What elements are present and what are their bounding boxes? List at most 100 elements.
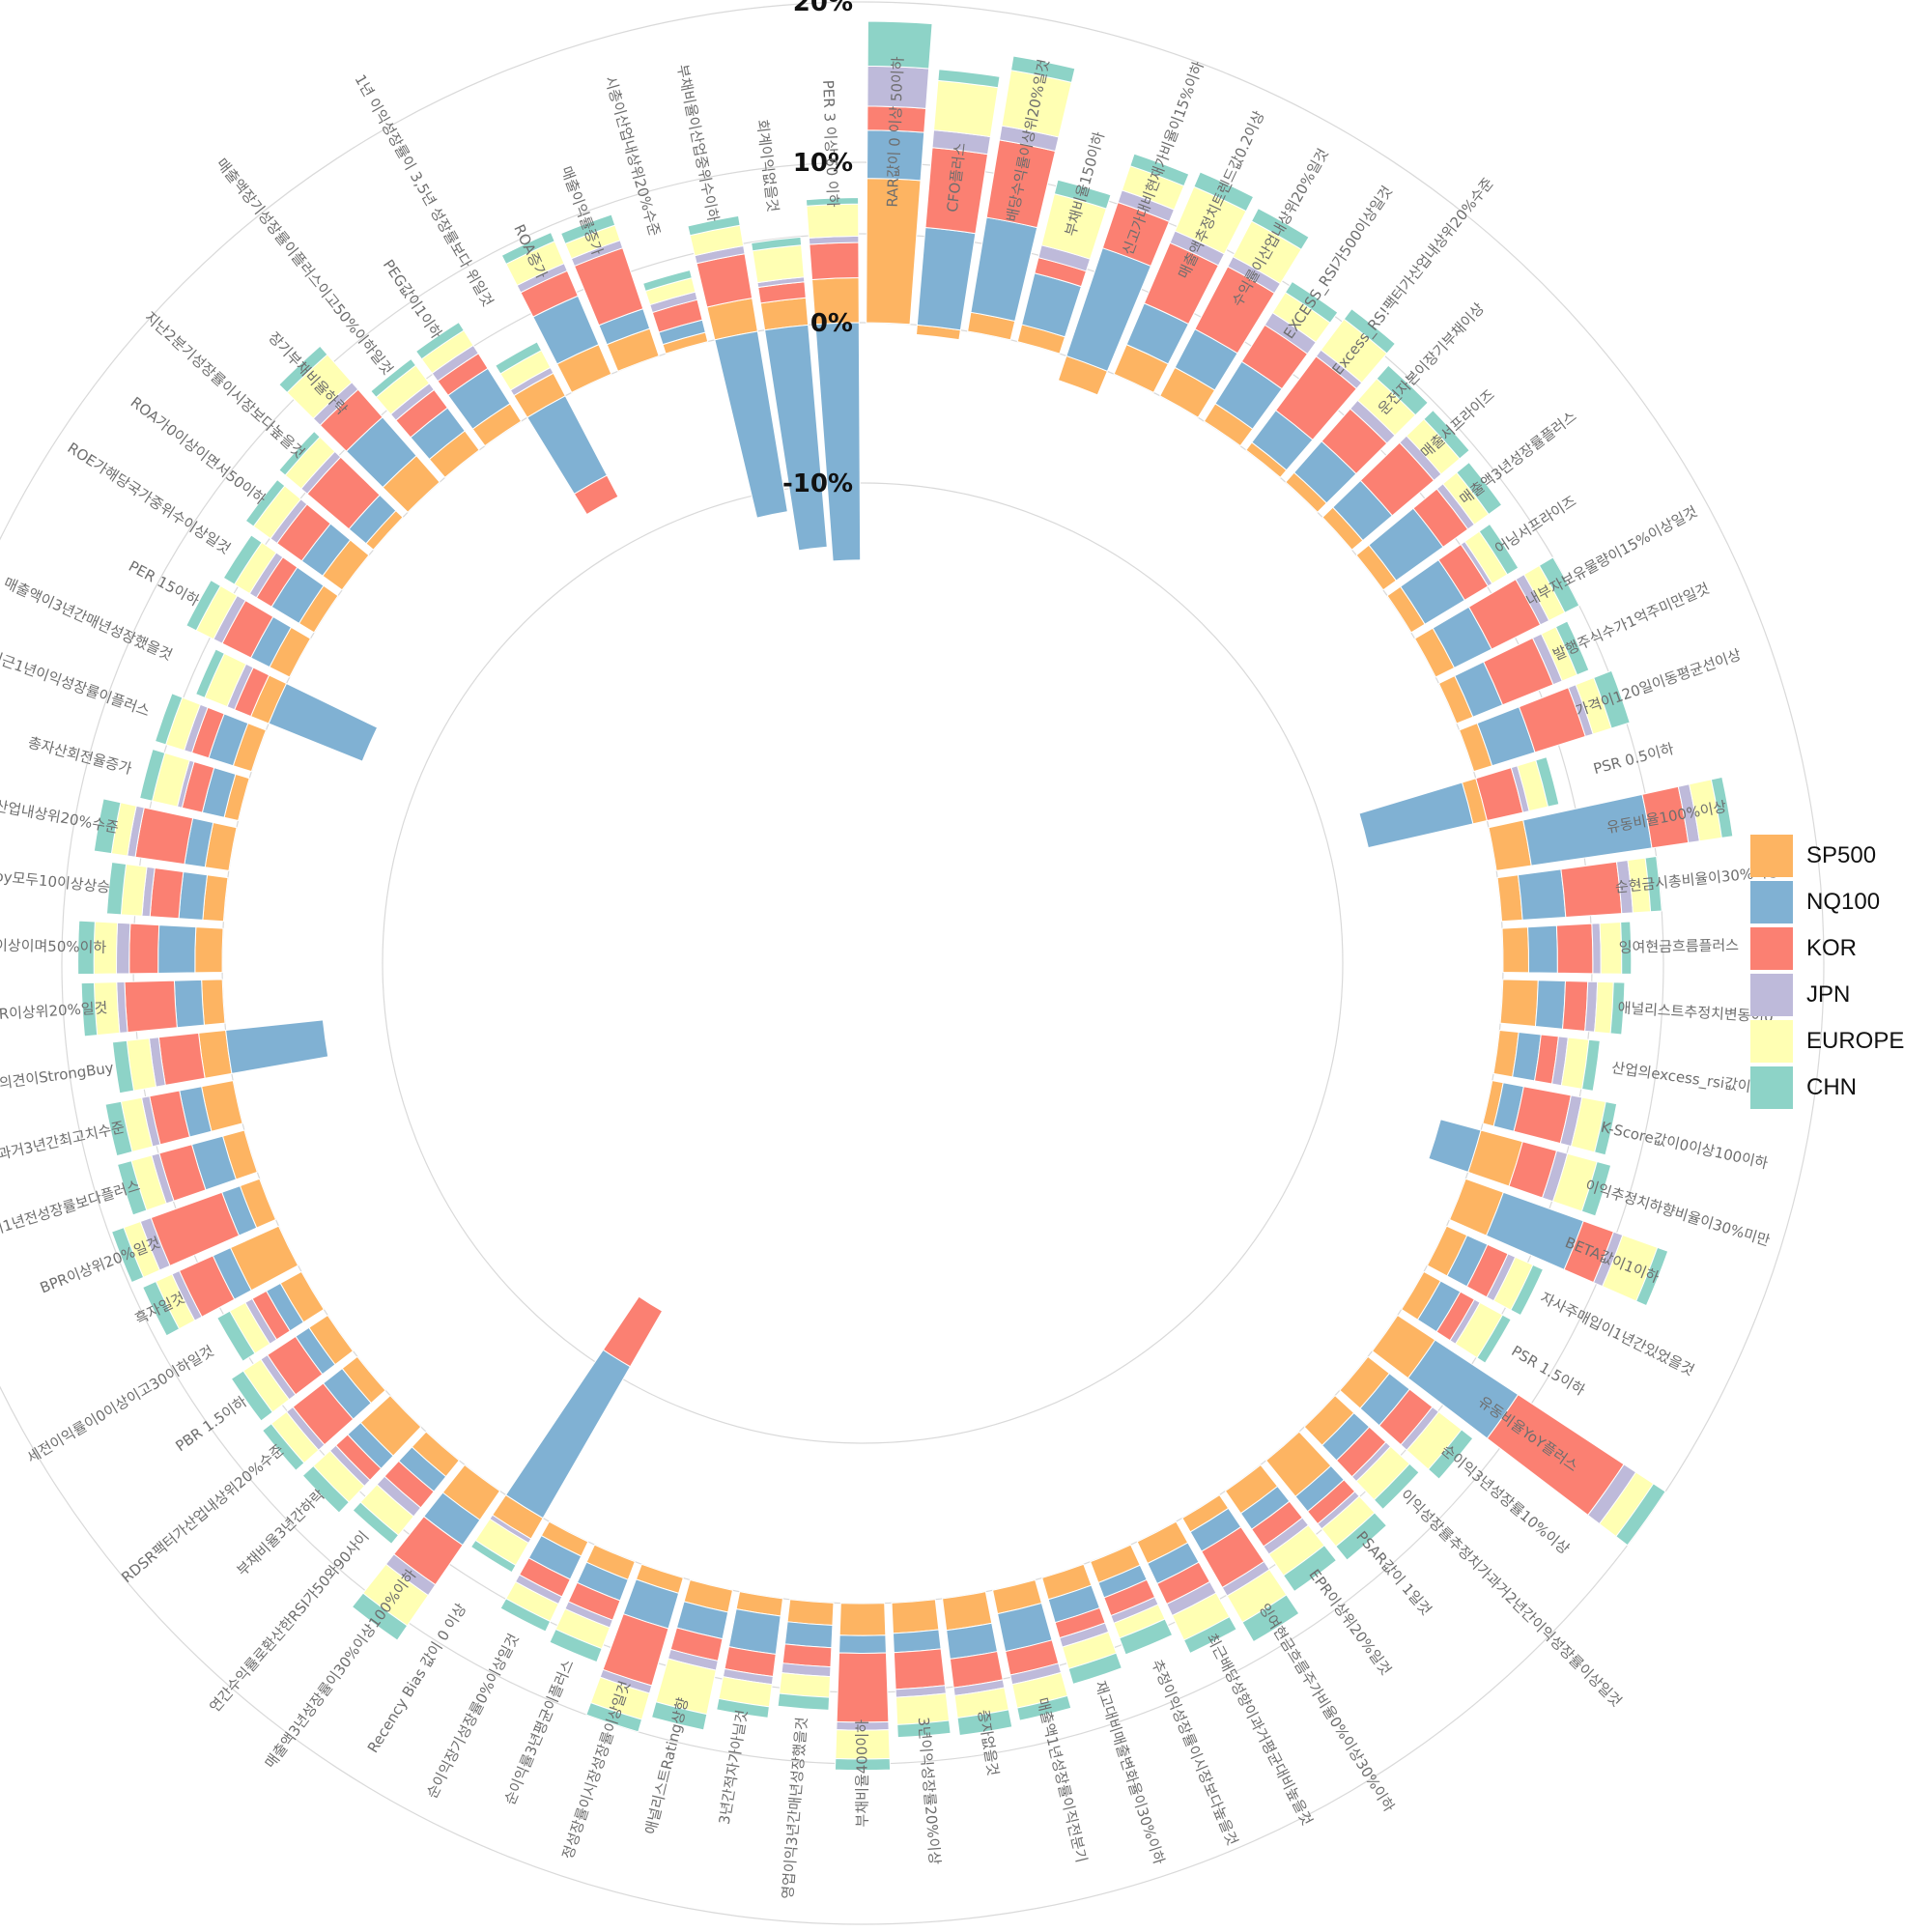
legend-item-chn: CHN	[1750, 1065, 1932, 1111]
category-label: 이익성장률추정치가과거2년간이익성장률이상일것	[1397, 1486, 1625, 1710]
bar-segment-chn	[93, 798, 122, 855]
radial-tick-label: -10%	[782, 469, 853, 498]
legend: SP500 NQ100 KOR JPN EUROPE CHN	[1750, 833, 1932, 1111]
category-label: 시총이산업내상위20%수준	[602, 74, 664, 239]
bar-segment-chn	[1615, 1483, 1666, 1547]
category-label: 발행주식수가1억주미만일것	[1550, 580, 1712, 664]
bar-segment-chn	[116, 1160, 148, 1216]
legend-item-nq100: NQ100	[1750, 879, 1932, 925]
bar-segment-chn	[142, 1280, 181, 1337]
bar-segment-chn	[1335, 1512, 1388, 1561]
bar-segment-chn	[495, 341, 543, 375]
category-label: K-Score값이0이상100이하	[1599, 1119, 1770, 1173]
bar-segment-chn	[1594, 1100, 1618, 1156]
bar-segment-chn	[1538, 556, 1580, 613]
bar-segment-chn	[1580, 1160, 1612, 1217]
bar-segment-chn	[751, 236, 803, 252]
bar-segment-chn	[1119, 1618, 1174, 1656]
bar-segment-kor	[893, 1648, 946, 1690]
legend-label: SP500	[1806, 842, 1877, 868]
bar-segment-chn	[195, 648, 225, 698]
bar-segment-chn	[500, 231, 555, 265]
category-label: 매출액장기성장률이플러스이고50%이하일것	[213, 155, 396, 378]
bar-segment-nq100	[783, 1621, 834, 1649]
radial-tick-label: 20%	[793, 0, 853, 17]
bar-segment-nq100	[157, 924, 197, 974]
bar-segment-chn	[642, 269, 693, 292]
category-label: 잉여현금흐름주가비율0%이상30%이하	[1256, 1601, 1399, 1815]
bar-segment-nq100	[838, 1634, 887, 1654]
bar-segment-kor	[602, 1295, 664, 1368]
category-label: 매출액3년성장률플러스	[1457, 408, 1580, 508]
bar-segment-sp500	[1499, 979, 1539, 1028]
bar-segment-chn	[687, 214, 741, 237]
bar-segment-nq100	[1534, 980, 1567, 1030]
category-label: EPR이상위20%일것	[1305, 1566, 1395, 1678]
legend-label: KOR	[1806, 935, 1858, 961]
bar-segment-chn	[549, 1628, 603, 1663]
bar-segment-nq100	[1428, 1119, 1482, 1174]
category-label: PSR 1.5이하	[1508, 1342, 1588, 1399]
category-label: 최근1년이익성장률이플러스	[0, 647, 153, 720]
bar-segment-chn	[77, 920, 96, 976]
bar-segment-chn	[1129, 153, 1190, 187]
bar-segment-europe	[933, 79, 999, 138]
bar-segment-chn	[230, 1370, 273, 1422]
bar-segment-kor	[836, 1652, 890, 1723]
bar-segment-chn	[414, 321, 465, 360]
category-label: Excess_RS!팩터가산업내상위20%수준	[1328, 174, 1497, 379]
category-label: PER 3 이상 60 이하	[819, 79, 841, 208]
bar-segment-chn	[1016, 1694, 1072, 1721]
bar-segment-kor	[1555, 923, 1594, 975]
legend-swatch	[1750, 974, 1793, 1016]
category-label: 잉여현금흐름플러스	[1619, 936, 1740, 955]
bar-segment-kor	[1560, 861, 1623, 918]
bar-segment-chn	[80, 981, 99, 1037]
bar-segment-nq100	[526, 395, 609, 496]
category-label: PBR 1.5이하	[172, 1393, 250, 1456]
bar-segment-chn	[1376, 364, 1429, 416]
category-label: 애널리스트의견이StrongBuy	[0, 1059, 115, 1101]
bar-segment-chn	[1067, 1652, 1122, 1686]
radial-tick-labels: 20% 10% 0% -10%	[782, 0, 853, 498]
bar-segment-chn	[244, 478, 286, 527]
bar-segment-nq100	[814, 322, 862, 562]
category-label: 총자산회전율증가	[26, 733, 134, 778]
category-label: 연간수익률로환산한RSI가50와90사이	[206, 1528, 372, 1716]
bar-segment-sp500	[201, 979, 226, 1026]
bar-segment-sp500	[838, 1603, 887, 1636]
bar-segment-chn	[1620, 921, 1633, 975]
bar-segment-kor	[1561, 980, 1589, 1032]
bar-segment-chn	[834, 1758, 892, 1772]
bar-segment-chn	[1193, 171, 1255, 213]
bar-segment-chn	[716, 1697, 770, 1719]
category-label: 어닝서프라이즈	[1492, 492, 1579, 557]
bar-segment-chn	[1635, 1246, 1669, 1307]
bar-segment-chn	[805, 197, 860, 207]
bar-segment-chn	[111, 1039, 135, 1094]
legend-label: JPN	[1806, 981, 1851, 1008]
bar-segment-chn	[896, 1719, 952, 1739]
legend-label: CHN	[1806, 1074, 1857, 1100]
grid-circle	[0, 1, 1825, 1925]
bar-segment-chn	[1478, 523, 1520, 576]
bar-segment-chn	[278, 430, 321, 476]
bar-segment-kor	[128, 923, 160, 975]
bar-segment-europe	[779, 1672, 832, 1698]
legend-swatch	[1750, 1066, 1793, 1109]
bar-segment-chn	[1373, 1463, 1420, 1511]
category-label: 중간값이상이며50%이하	[0, 936, 107, 956]
category-label: 자사주매입이1년간있었을것	[1538, 1289, 1697, 1378]
bar-segment-kor	[134, 807, 194, 866]
legend-swatch	[1750, 927, 1793, 970]
bar-segment-chn	[222, 534, 263, 585]
bar-segment-europe	[752, 244, 805, 284]
bar-segment-chn	[1710, 776, 1734, 838]
bar-segment-chn	[1456, 461, 1503, 516]
grid-circle	[221, 322, 1504, 1605]
legend-item-europe: EUROPE	[1750, 1018, 1932, 1065]
bar-segment-chn	[301, 1464, 350, 1514]
bars	[77, 20, 1734, 1772]
bar-segment-chn	[956, 1709, 1013, 1737]
